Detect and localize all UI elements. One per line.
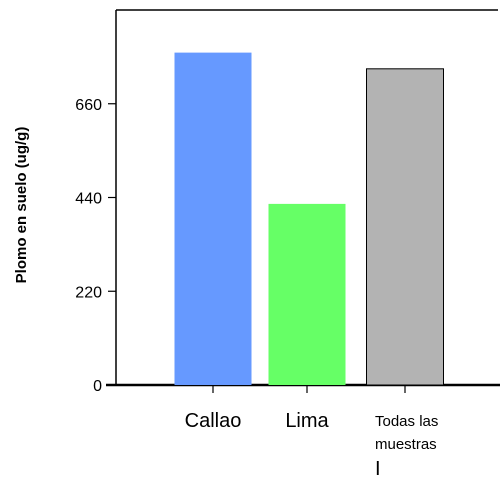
y-tick-label: 660 (75, 97, 102, 114)
bar-todas-las-muestras (366, 68, 444, 386)
bar-callao (174, 52, 252, 385)
x-tick-label: Callao (185, 410, 242, 432)
bar-lima (268, 203, 346, 385)
y-tick-label: 440 (75, 191, 102, 208)
y-axis: 0 220 440 660 (75, 97, 116, 395)
bars (174, 52, 444, 386)
y-axis-label: Plomo en suelo (ug/g) (13, 127, 30, 284)
x-tick-label: Lima (285, 410, 329, 432)
annotation-mark: I (375, 458, 381, 479)
x-axis: Callao Lima Todas las muestras (185, 385, 438, 453)
x-tick-label: Todas las muestras (375, 413, 438, 453)
y-tick-label: 220 (75, 284, 102, 301)
y-tick-label: 0 (93, 378, 102, 395)
